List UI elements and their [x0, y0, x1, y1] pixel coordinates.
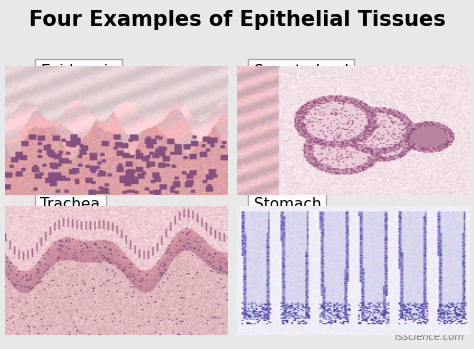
Text: Sweat gland: Sweat gland: [254, 64, 348, 79]
Text: Four Examples of Epithelial Tissues: Four Examples of Epithelial Tissues: [28, 10, 446, 30]
Text: Trachea: Trachea: [40, 197, 100, 211]
Text: rsscience.com: rsscience.com: [395, 332, 465, 342]
Text: Stomach: Stomach: [254, 197, 321, 211]
Text: Epidermis: Epidermis: [40, 64, 117, 79]
